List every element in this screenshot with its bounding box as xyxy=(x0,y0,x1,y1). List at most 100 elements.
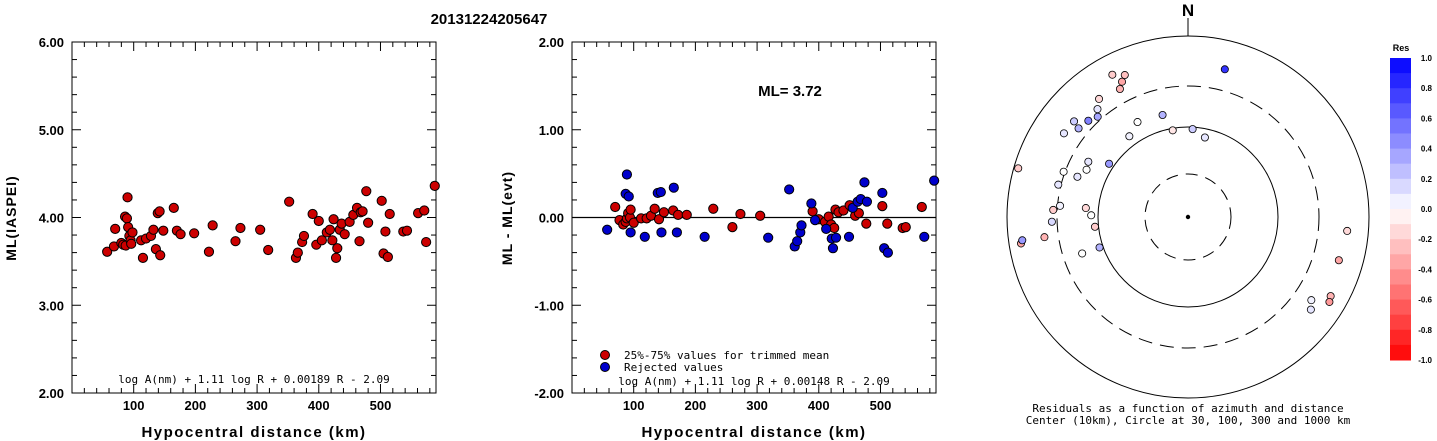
data-point xyxy=(929,175,940,186)
data-point xyxy=(324,224,335,235)
colorbar-block xyxy=(1390,58,1411,74)
data-point xyxy=(861,196,873,207)
y-axis-label: ML - ML(evt) xyxy=(499,171,515,265)
data-point xyxy=(877,187,888,199)
data-point xyxy=(235,222,246,234)
station-point xyxy=(1093,112,1102,121)
colorbar-tick-label: -1.0 xyxy=(1418,356,1432,365)
data-point xyxy=(755,210,766,221)
data-point xyxy=(168,202,179,213)
data-point xyxy=(110,223,121,235)
data-point xyxy=(656,227,667,238)
y-tick-label: -1.00 xyxy=(534,298,564,313)
station-point xyxy=(1018,236,1027,245)
data-point xyxy=(882,218,893,229)
station-point xyxy=(1047,217,1056,226)
y-tick-label: -2.00 xyxy=(534,386,564,401)
data-point xyxy=(658,207,670,218)
data-points xyxy=(602,169,940,258)
colorbar-block xyxy=(1390,193,1411,210)
station-point xyxy=(1095,94,1104,103)
data-point xyxy=(708,203,719,214)
colorbar-tick-label: 0.4 xyxy=(1421,145,1433,154)
station-point xyxy=(1200,133,1209,142)
station-point xyxy=(1118,77,1127,86)
ml-value-label: ML= 3.72 xyxy=(758,83,822,100)
y-tick-labels: 2.00 3.00 4.00 5.00 6.00 xyxy=(39,35,64,401)
data-point xyxy=(621,169,633,180)
y-tick-label: 2.00 xyxy=(539,35,564,50)
station-point xyxy=(1084,116,1093,125)
station-point xyxy=(1133,118,1142,127)
legend-marker-trimmed xyxy=(600,350,610,360)
data-point xyxy=(148,224,159,235)
colorbar-block xyxy=(1390,118,1411,134)
colorbar-tick-label: 0.6 xyxy=(1421,114,1433,123)
data-point xyxy=(673,209,684,220)
data-point xyxy=(623,191,634,202)
colorbar-tick-label: 0.8 xyxy=(1421,84,1433,93)
data-point xyxy=(602,224,613,235)
station-point xyxy=(1158,110,1167,119)
colorbar-block xyxy=(1390,148,1411,165)
x-tick-label: 500 xyxy=(870,398,892,413)
station-point xyxy=(1054,180,1063,189)
data-point xyxy=(649,203,660,214)
y-axis-label: ML(IASPEI) xyxy=(3,175,19,260)
y-tick-label: 2.00 xyxy=(39,386,64,401)
y-tick-label: 5.00 xyxy=(39,123,64,138)
data-point xyxy=(102,246,113,257)
data-point xyxy=(230,236,241,247)
data-point xyxy=(735,208,746,220)
residual-colorbar: Res 1.0 0.8 0.6 0.4 0.2 0.0 -0.2 -0.4 -0.6 -0.8 -1… xyxy=(1390,43,1433,365)
station-point xyxy=(1059,129,1068,138)
colorbar-block xyxy=(1390,163,1411,180)
x-tick-label: 300 xyxy=(746,398,768,413)
figure-title: 20131224205647 xyxy=(431,11,548,28)
caption-line-2: Center (10km), Circle at 30, 100, 300 an… xyxy=(1026,414,1351,427)
station-point xyxy=(1093,105,1102,114)
station-point xyxy=(1056,201,1065,210)
data-point xyxy=(122,192,133,203)
legend-label-trimmed: 25%-75% values for trimmed mean xyxy=(624,349,829,362)
station-point xyxy=(1081,204,1090,213)
colorbar-block xyxy=(1390,329,1411,346)
station-point xyxy=(1070,117,1079,126)
data-point xyxy=(668,182,679,193)
data-point xyxy=(363,217,374,228)
data-point xyxy=(284,196,295,207)
x-tick-label: 300 xyxy=(246,398,268,413)
data-point xyxy=(429,180,440,192)
north-label: N xyxy=(1182,1,1194,20)
station-point xyxy=(1014,164,1023,173)
station-point xyxy=(1073,172,1082,181)
data-point xyxy=(843,231,855,242)
station-point xyxy=(1115,84,1124,93)
data-point xyxy=(784,184,795,195)
data-point xyxy=(827,243,839,254)
data-point xyxy=(332,243,343,254)
data-point xyxy=(671,227,682,238)
data-point xyxy=(806,198,817,209)
data-point xyxy=(401,225,413,236)
station-point xyxy=(1325,297,1334,306)
data-point xyxy=(859,177,870,188)
y-tick-labels: -2.00 -1.00 0.00 1.00 2.00 xyxy=(534,35,564,401)
station-point xyxy=(1125,132,1134,141)
colorbar-tick-labels: 1.0 0.8 0.6 0.4 0.2 0.0 -0.2 -0.4 -0.6 -0.8 -1.0 xyxy=(1418,54,1432,365)
data-point xyxy=(316,235,327,246)
data-point xyxy=(792,236,803,247)
colorbar-block xyxy=(1390,284,1411,301)
colorbar-block xyxy=(1390,224,1411,240)
legend-label-rejected: Rejected values xyxy=(624,361,723,374)
ring-300km xyxy=(1056,85,1320,349)
station-point xyxy=(1078,249,1087,258)
colorbar-tick-label: -0.4 xyxy=(1418,265,1432,274)
colorbar-block xyxy=(1390,178,1411,195)
station-point xyxy=(1105,159,1114,168)
y-tick-label: 4.00 xyxy=(39,211,64,226)
data-point xyxy=(298,230,310,242)
x-tick-label: 100 xyxy=(123,398,145,413)
station-point xyxy=(1082,165,1091,174)
station-point xyxy=(1108,70,1117,79)
